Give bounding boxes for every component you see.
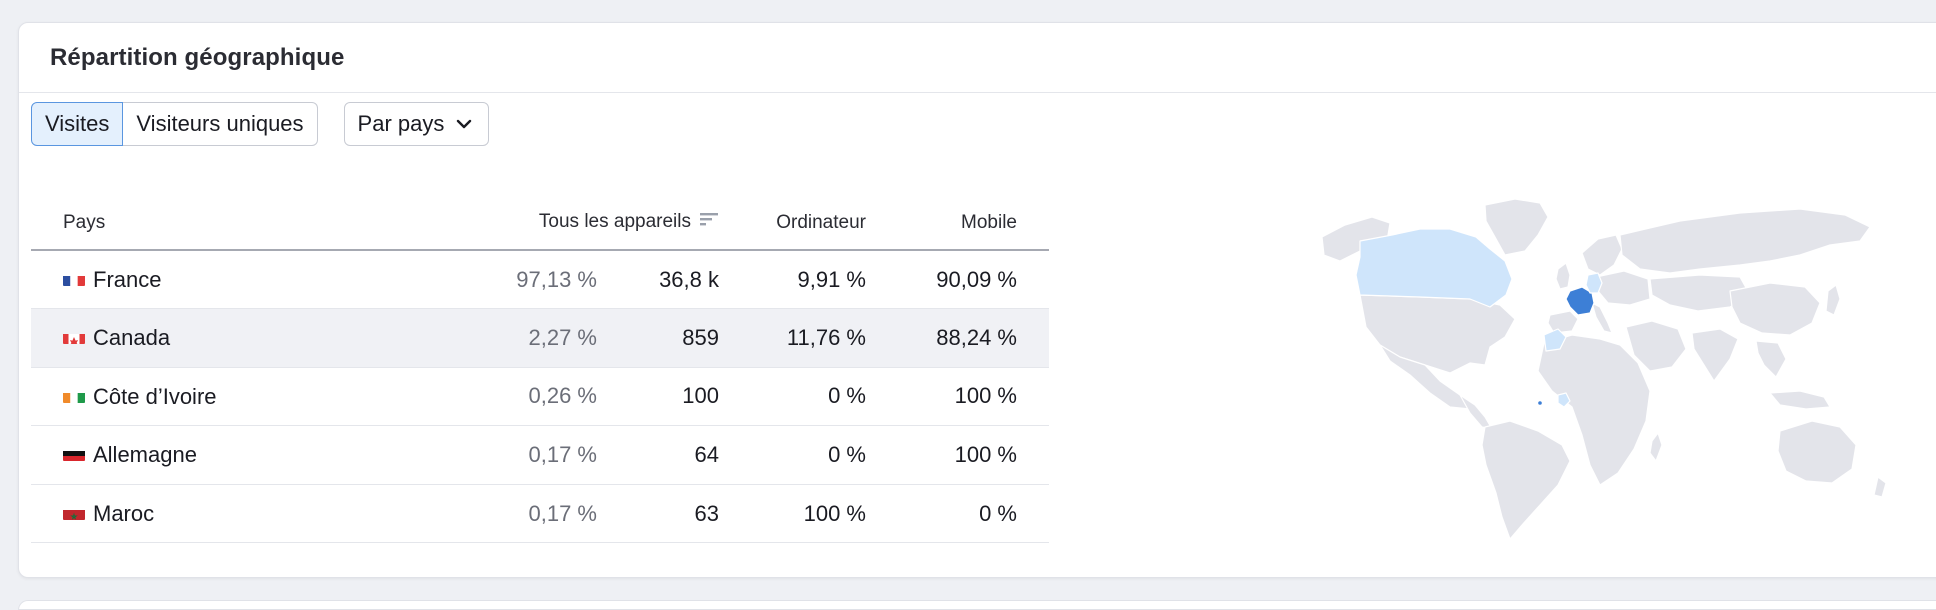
flag-ma-icon	[63, 505, 85, 520]
toolbar: Visites Visiteurs uniques Par pays	[31, 102, 490, 146]
share-cell: 2,27 %	[411, 308, 601, 368]
column-header-desktop: Ordinateur	[723, 196, 880, 251]
map-region-italy	[1591, 302, 1613, 334]
count-cell: 36,8 k	[601, 250, 723, 310]
count-cell: 63	[601, 484, 723, 544]
tab-visits[interactable]: Visites	[31, 102, 124, 146]
desktop-cell: 0 %	[723, 367, 880, 427]
column-header-all-devices-label: Tous les appareils	[538, 211, 691, 233]
column-header-mobile: Mobile	[880, 196, 1049, 251]
mobile-cell: 0 %	[880, 484, 1049, 544]
map-region-russia	[1619, 208, 1871, 274]
country-cell: Canada	[31, 308, 411, 368]
share-cell: 0,17 %	[411, 484, 601, 544]
map-region-uk	[1555, 262, 1571, 290]
map-region-madagascar	[1649, 432, 1663, 462]
map-region-new-zealand	[1873, 476, 1887, 498]
desktop-cell: 11,76 %	[723, 308, 880, 368]
map-region-germany	[1585, 272, 1603, 294]
next-card-edge	[18, 600, 1936, 610]
mobile-cell: 100 %	[880, 425, 1049, 485]
map-region-australia	[1777, 420, 1857, 484]
share-cell: 0,26 %	[411, 367, 601, 427]
country-name: Allemagne	[93, 442, 197, 468]
table-row: France 97,13 % 36,8 k 9,91 % 90,09 %	[31, 250, 1049, 310]
map-region-southeast-asia	[1755, 340, 1787, 378]
map-region-east-europe	[1595, 270, 1651, 306]
country-name: Côte d’Ivoire	[93, 384, 217, 410]
map-region-martinique	[1538, 401, 1542, 405]
map-region-usa	[1359, 294, 1516, 374]
flag-fr-icon	[63, 271, 85, 286]
share-cell: 0,17 %	[411, 425, 601, 485]
desktop-cell: 0 %	[723, 425, 880, 485]
map-region-france	[1565, 286, 1595, 316]
country-cell: France	[31, 250, 411, 310]
map-region-cote-divoire	[1557, 392, 1571, 408]
chevron-down-icon	[456, 115, 474, 133]
flag-de-icon	[63, 446, 85, 462]
desktop-cell: 100 %	[723, 484, 880, 544]
count-cell: 64	[601, 425, 723, 485]
map-region-morocco	[1543, 328, 1567, 352]
map-region-canada	[1355, 228, 1513, 308]
map-region-greenland	[1484, 198, 1549, 256]
world-map	[1321, 198, 1887, 540]
table-row: Maroc 0,17 % 63 100 % 0 %	[31, 484, 1049, 544]
map-region-middle-east	[1625, 320, 1687, 372]
card-header: Répartition géographique	[19, 23, 1936, 93]
flag-ca-icon	[63, 329, 85, 344]
desktop-cell: 9,91 %	[723, 250, 880, 310]
count-cell: 859	[601, 308, 723, 368]
share-cell: 97,13 %	[411, 250, 601, 310]
map-region-indonesia	[1769, 390, 1831, 410]
tab-unique-visitors[interactable]: Visiteurs uniques	[123, 102, 318, 146]
card-title: Répartition géographique	[50, 43, 345, 71]
table-row: Canada 2,27 % 859 11,76 % 88,24 %	[31, 308, 1049, 368]
sort-descending-icon[interactable]	[699, 211, 719, 233]
grouping-dropdown[interactable]: Par pays	[343, 102, 490, 146]
mobile-cell: 88,24 %	[880, 308, 1049, 368]
map-region-japan	[1825, 284, 1841, 316]
country-cell: Côte d’Ivoire	[31, 367, 411, 427]
map-region-south-america	[1481, 420, 1571, 540]
mobile-cell: 100 %	[880, 367, 1049, 427]
grouping-dropdown-value: Par pays	[357, 111, 445, 136]
table-row: Allemagne 0,17 % 64 0 % 100 %	[31, 425, 1049, 485]
flag-ci-icon	[63, 388, 85, 403]
map-region-central-asia	[1649, 274, 1751, 312]
table-row: Côte d’Ivoire 0,26 % 100 0 % 100 %	[31, 367, 1049, 427]
map-region-spain	[1547, 310, 1579, 334]
previous-card-edge	[0, 0, 1936, 6]
column-header-country: Pays	[31, 196, 411, 251]
column-header-all-devices[interactable]: Tous les appareils	[411, 196, 723, 251]
map-region-central-america	[1459, 394, 1493, 430]
count-cell: 100	[601, 367, 723, 427]
map-region-china	[1729, 282, 1821, 336]
mobile-cell: 90,09 %	[880, 250, 1049, 310]
country-cell: Maroc	[31, 484, 411, 544]
country-name: Canada	[93, 325, 171, 351]
metric-toggle: Visites Visiteurs uniques	[31, 102, 318, 146]
country-table: Pays Tous les appareils Ordinateur Mobil…	[31, 196, 1049, 544]
country-name: France	[93, 267, 162, 293]
table-header-row: Pays Tous les appareils Ordinateur Mobil…	[31, 196, 1049, 251]
map-region-scandinavia	[1581, 234, 1623, 276]
map-region-india	[1691, 328, 1739, 382]
country-name: Maroc	[93, 501, 155, 527]
country-cell: Allemagne	[31, 425, 411, 485]
